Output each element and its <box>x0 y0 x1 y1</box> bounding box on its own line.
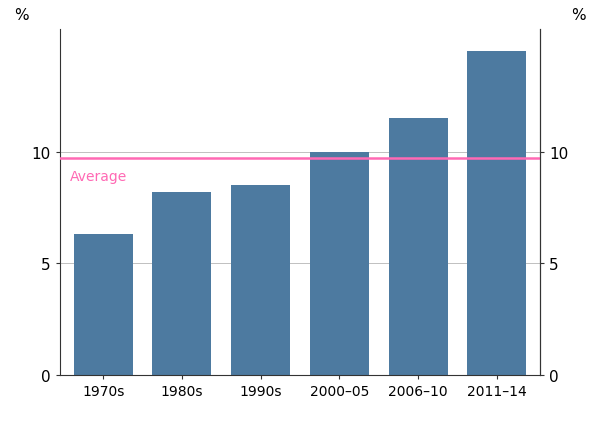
Text: %: % <box>14 8 29 23</box>
Bar <box>231 186 290 375</box>
Text: Average: Average <box>70 170 127 184</box>
Text: %: % <box>571 8 586 23</box>
Bar <box>310 152 369 375</box>
Bar <box>467 52 526 375</box>
Bar <box>389 119 448 375</box>
Bar <box>74 235 133 375</box>
Bar <box>152 192 211 375</box>
